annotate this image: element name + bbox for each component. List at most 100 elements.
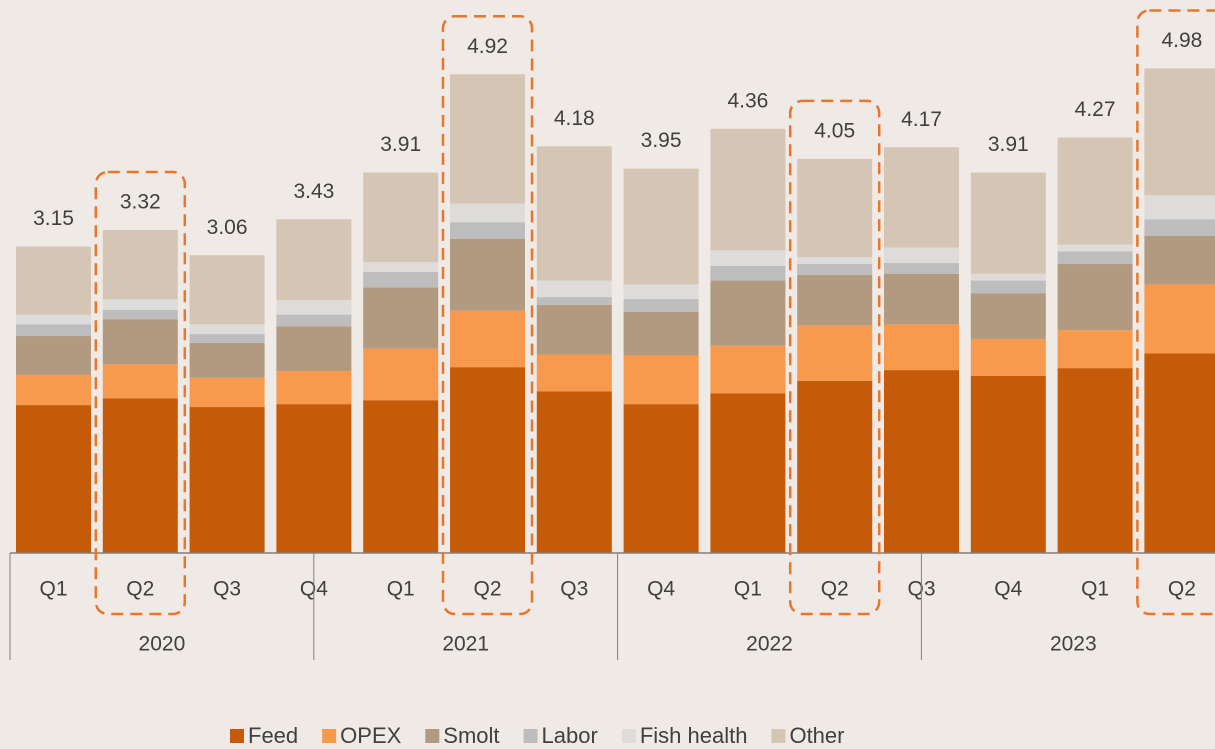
bar-segment bbox=[623, 311, 699, 356]
bar-segment bbox=[16, 405, 91, 553]
total-label: 4.05 bbox=[814, 119, 855, 142]
bar-segment bbox=[1057, 264, 1133, 331]
bar-segment bbox=[710, 250, 786, 266]
bar-segment bbox=[1057, 368, 1133, 553]
bar-segment bbox=[16, 314, 91, 325]
bar-segment bbox=[450, 238, 525, 311]
bar-segment bbox=[1057, 244, 1133, 252]
bar-segment bbox=[363, 348, 439, 401]
bar-segment bbox=[102, 309, 178, 320]
bar-segment bbox=[884, 324, 959, 371]
bar-segment bbox=[710, 128, 786, 251]
bar-segment bbox=[884, 273, 959, 325]
bar-segment bbox=[102, 319, 178, 365]
x-tick-label: Q1 bbox=[39, 578, 67, 601]
legend-swatch bbox=[523, 729, 538, 743]
total-label: 3.06 bbox=[207, 216, 248, 239]
bar-segment bbox=[1144, 235, 1215, 285]
total-label: 3.95 bbox=[641, 129, 682, 152]
x-tick-label: Q1 bbox=[387, 578, 415, 601]
bar-segment bbox=[189, 255, 265, 325]
x-tick-label: Q3 bbox=[213, 578, 241, 601]
bar-segment bbox=[797, 274, 873, 326]
bar-segment bbox=[1057, 330, 1133, 369]
bar-segment bbox=[102, 364, 178, 399]
bar-segment bbox=[102, 299, 178, 310]
bar-segment bbox=[623, 299, 699, 312]
x-tick-label: Q2 bbox=[1168, 578, 1196, 601]
x-tick-label: Q1 bbox=[1081, 578, 1109, 601]
group-label: 2020 bbox=[139, 633, 186, 656]
bar-segment bbox=[276, 404, 352, 553]
bar-segment bbox=[970, 293, 1046, 339]
x-tick-label: Q2 bbox=[821, 578, 849, 601]
bar-segment bbox=[363, 172, 439, 263]
bar-segment bbox=[450, 367, 525, 553]
bar-segment bbox=[623, 355, 699, 405]
x-tick-label: Q3 bbox=[560, 578, 588, 601]
bar-segment bbox=[710, 345, 786, 394]
x-tick-label: Q1 bbox=[734, 578, 762, 601]
bar-segment bbox=[276, 300, 352, 315]
bar-segment bbox=[276, 371, 352, 405]
bar-segment bbox=[189, 324, 265, 335]
bar-segment bbox=[797, 325, 873, 381]
total-label: 3.91 bbox=[380, 133, 421, 156]
bar-segment bbox=[276, 219, 352, 301]
bar-segment bbox=[623, 284, 699, 300]
total-label: 4.98 bbox=[1161, 29, 1202, 52]
bar-segment bbox=[1144, 284, 1215, 354]
bar-segment bbox=[797, 158, 873, 258]
bar-segment bbox=[710, 280, 786, 346]
legend-swatch bbox=[621, 729, 636, 743]
legend-label: Fish health bbox=[640, 723, 748, 748]
bar-segment bbox=[970, 375, 1046, 553]
highlight-box bbox=[1136, 9, 1215, 616]
group-label: 2021 bbox=[442, 633, 489, 656]
bar-segment bbox=[102, 398, 178, 553]
highlight-box bbox=[788, 99, 881, 616]
bar-segment bbox=[536, 280, 612, 298]
bar-segment bbox=[970, 280, 1046, 294]
legend-swatch bbox=[230, 729, 244, 743]
bar-segment bbox=[450, 74, 525, 204]
bar-segment bbox=[363, 262, 439, 272]
bar-segment bbox=[450, 310, 525, 368]
bar-segment bbox=[189, 377, 265, 408]
bar-segment bbox=[1144, 353, 1215, 553]
bar-segment bbox=[16, 324, 91, 337]
bar-segment bbox=[450, 222, 525, 239]
bar-segment bbox=[536, 354, 612, 392]
bar-segment bbox=[1144, 68, 1215, 195]
total-label: 3.15 bbox=[33, 207, 74, 230]
bar-segment bbox=[16, 336, 91, 375]
total-label: 4.36 bbox=[727, 89, 768, 112]
bar-segment bbox=[189, 342, 265, 378]
bar-segment bbox=[363, 287, 439, 349]
legend-label: Smolt bbox=[443, 723, 499, 748]
bar-segment bbox=[363, 400, 439, 553]
bar-segment bbox=[450, 203, 525, 223]
bar-segment bbox=[797, 380, 873, 553]
highlight-box bbox=[441, 15, 534, 616]
bar-segment bbox=[970, 172, 1046, 274]
legend-swatch bbox=[771, 729, 786, 743]
bar-segment bbox=[536, 297, 612, 305]
bar-segment bbox=[710, 393, 786, 553]
bar-segment bbox=[797, 264, 873, 275]
total-label: 3.32 bbox=[120, 191, 161, 214]
legend-label: Feed bbox=[248, 723, 298, 748]
bar-segment bbox=[363, 271, 439, 288]
bar-segment bbox=[536, 146, 612, 281]
legend-label: OPEX bbox=[340, 723, 401, 748]
bar-segment bbox=[536, 391, 612, 553]
x-tick-label: Q4 bbox=[647, 578, 675, 601]
legend-label: Other bbox=[789, 723, 844, 748]
bar-segment bbox=[1144, 194, 1215, 220]
bar-segment bbox=[276, 314, 352, 327]
bar-segment bbox=[189, 407, 265, 553]
bar-segment bbox=[536, 304, 612, 355]
bar-segment bbox=[970, 273, 1046, 281]
legend-label: Labor bbox=[542, 723, 598, 748]
bar-segment bbox=[797, 257, 873, 265]
